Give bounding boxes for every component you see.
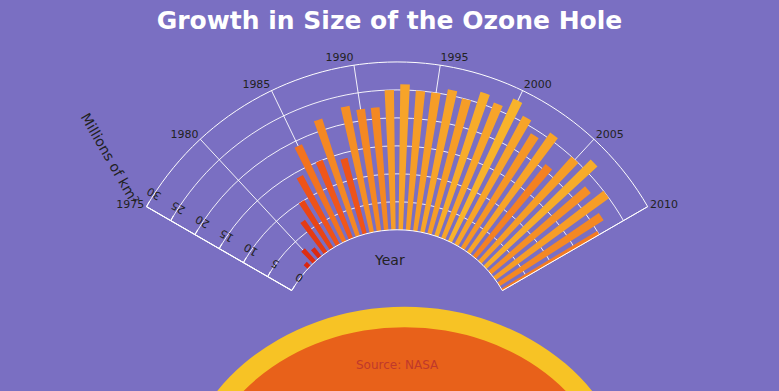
svg-text:10: 10	[242, 240, 261, 258]
svg-text:15: 15	[217, 226, 236, 244]
svg-text:20: 20	[193, 212, 212, 230]
svg-text:1990: 1990	[326, 51, 354, 64]
svg-text:5: 5	[269, 256, 282, 271]
svg-text:2005: 2005	[596, 128, 624, 141]
svg-text:Growth in Size of the Ozone Ho: Growth in Size of the Ozone Hole	[157, 6, 623, 35]
svg-text:1995: 1995	[441, 51, 469, 64]
svg-text:25: 25	[169, 198, 188, 216]
svg-text:2010: 2010	[650, 198, 678, 211]
svg-text:Year: Year	[374, 252, 405, 268]
svg-text:1975: 1975	[116, 198, 144, 211]
svg-text:Source: NASA: Source: NASA	[356, 358, 439, 372]
svg-text:1980: 1980	[170, 128, 198, 141]
svg-text:Millions of km²: Millions of km²	[78, 110, 143, 206]
svg-text:1985: 1985	[242, 78, 270, 91]
svg-text:30: 30	[145, 184, 164, 202]
svg-text:0: 0	[293, 270, 306, 285]
svg-text:2000: 2000	[524, 78, 552, 91]
